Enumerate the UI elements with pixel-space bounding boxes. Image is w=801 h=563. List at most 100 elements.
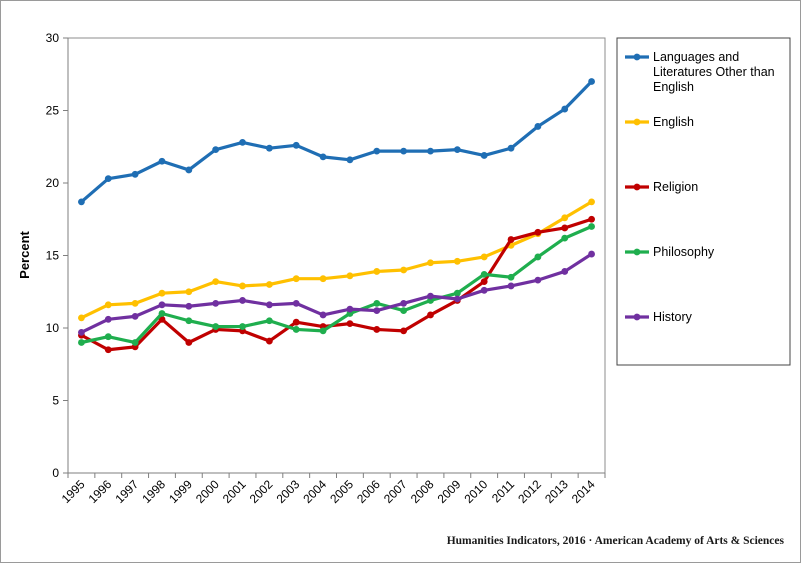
- data-point: [212, 299, 220, 307]
- data-point: [292, 299, 300, 307]
- x-tick-label: 2000: [193, 477, 222, 506]
- legend-box: [616, 37, 791, 366]
- data-point: [373, 326, 381, 333]
- data-point: [427, 147, 434, 155]
- plot-area: [67, 37, 606, 474]
- series-3: [78, 223, 595, 346]
- data-point: [104, 315, 112, 323]
- data-point: [346, 320, 354, 328]
- data-point: [104, 175, 112, 183]
- data-point: [588, 223, 595, 230]
- data-point: [373, 307, 381, 314]
- y-axis: 0 5 10 15 20 25 30: [46, 31, 69, 480]
- data-point: [534, 228, 542, 236]
- data-point: [131, 170, 139, 178]
- data-point: [265, 281, 273, 288]
- data-point: [239, 282, 246, 290]
- data-point: [588, 78, 595, 85]
- data-point: [158, 301, 166, 309]
- data-point: [561, 105, 569, 113]
- legend-label: History: [653, 310, 693, 324]
- data-point: [131, 299, 139, 307]
- series-4: [78, 250, 595, 336]
- data-point: [534, 253, 542, 261]
- x-tick-label: 2003: [274, 477, 303, 506]
- data-point: [373, 147, 381, 155]
- data-point: [185, 288, 193, 296]
- y-tick-label: 30: [46, 31, 60, 45]
- legend-label: Philosophy: [653, 245, 715, 259]
- data-point: [507, 144, 515, 152]
- data-point: [185, 339, 193, 346]
- data-point: [292, 326, 300, 333]
- data-point: [292, 318, 300, 326]
- data-point: [265, 337, 273, 345]
- y-tick-label: 10: [46, 321, 60, 335]
- x-tick-label: 2012: [515, 477, 544, 506]
- data-point: [346, 305, 354, 313]
- data-point: [507, 273, 515, 281]
- data-point: [453, 289, 461, 297]
- data-point: [212, 323, 220, 330]
- x-tick-label: 2007: [381, 477, 410, 506]
- data-point: [346, 156, 354, 164]
- data-point: [453, 295, 461, 303]
- data-point: [588, 250, 595, 258]
- legend-entry: Philosophy: [625, 245, 715, 259]
- x-tick-label: 2008: [408, 477, 437, 506]
- data-point: [480, 270, 488, 278]
- data-point: [453, 257, 461, 265]
- data-point: [373, 299, 381, 307]
- data-point: [480, 253, 488, 261]
- y-tick-label: 0: [52, 466, 59, 480]
- data-point: [185, 317, 193, 325]
- data-point: [158, 310, 166, 317]
- data-point: [427, 292, 434, 300]
- data-point: [292, 141, 300, 149]
- plot-border: [67, 37, 606, 474]
- legend-swatch-marker: [633, 118, 641, 126]
- data-point: [507, 282, 515, 290]
- data-point: [534, 123, 542, 130]
- data-point: [78, 328, 85, 336]
- data-point: [588, 198, 595, 206]
- data-point: [131, 339, 139, 346]
- data-point: [400, 307, 408, 314]
- data-point: [319, 275, 327, 283]
- data-point: [292, 275, 300, 283]
- x-tick-label: 2005: [327, 477, 356, 506]
- legend-swatch-marker: [633, 53, 641, 61]
- data-point: [507, 236, 515, 243]
- x-axis: 1995199619971998199920002001200220032004…: [59, 472, 606, 506]
- data-point: [346, 272, 354, 280]
- data-point: [427, 259, 434, 267]
- data-point: [78, 314, 85, 322]
- legend-entry: English: [625, 115, 694, 129]
- legend-swatch-marker: [633, 248, 641, 256]
- data-point: [239, 323, 246, 330]
- series-line: [79, 79, 594, 204]
- series-line: [79, 224, 594, 345]
- data-point: [239, 139, 246, 146]
- data-point: [239, 297, 246, 304]
- data-point: [400, 266, 408, 274]
- source-note: Humanities Indicators, 2016 · American A…: [446, 535, 784, 547]
- x-tick-label: 1995: [59, 477, 88, 506]
- data-point: [265, 301, 273, 309]
- legend-swatch-marker: [633, 183, 641, 191]
- data-point: [104, 333, 112, 341]
- series-layer: [78, 78, 595, 354]
- legend-label: English: [653, 80, 694, 94]
- legend-label: English: [653, 115, 694, 129]
- x-tick-label: 2001: [220, 477, 249, 506]
- data-point: [265, 317, 273, 325]
- data-point: [131, 313, 139, 320]
- x-tick-label: 2014: [569, 477, 598, 506]
- legend-label: Languages and: [653, 50, 739, 64]
- data-point: [185, 302, 193, 310]
- data-point: [185, 166, 193, 174]
- x-tick-label: 2013: [542, 477, 571, 506]
- x-tick-label: 2006: [354, 477, 383, 506]
